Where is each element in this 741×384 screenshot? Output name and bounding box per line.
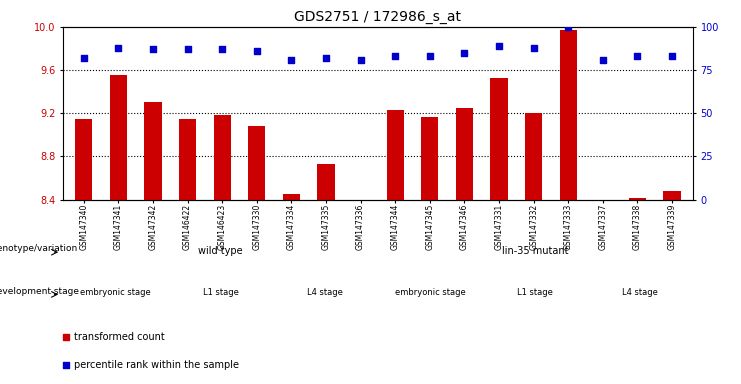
Bar	[629, 197, 646, 200]
Point	[285, 56, 297, 63]
Bar	[317, 164, 335, 200]
Text: development stage: development stage	[0, 287, 79, 296]
Point	[355, 56, 367, 63]
Point	[562, 24, 574, 30]
Bar	[387, 110, 404, 200]
Text: transformed count: transformed count	[74, 333, 165, 343]
Bar	[421, 116, 439, 200]
Bar	[525, 113, 542, 200]
Bar	[144, 103, 162, 200]
Point	[251, 48, 263, 54]
Text: embryonic stage: embryonic stage	[80, 288, 151, 297]
Point	[493, 43, 505, 49]
Point	[528, 45, 539, 51]
Text: wild type: wild type	[198, 245, 243, 256]
Text: embryonic stage: embryonic stage	[395, 288, 466, 297]
Bar	[456, 108, 473, 200]
Title: GDS2751 / 172986_s_at: GDS2751 / 172986_s_at	[294, 10, 462, 25]
Point	[78, 55, 90, 61]
Bar	[283, 194, 300, 200]
Text: L4 stage: L4 stage	[308, 288, 343, 297]
Bar	[110, 76, 127, 200]
Text: L4 stage: L4 stage	[622, 288, 658, 297]
Bar	[179, 119, 196, 200]
Bar	[491, 78, 508, 200]
Point	[631, 53, 643, 59]
Point	[243, 248, 255, 255]
Text: lin-35 mutant: lin-35 mutant	[502, 245, 568, 256]
Bar	[663, 191, 681, 200]
Text: L1 stage: L1 stage	[202, 288, 239, 297]
Bar	[559, 30, 577, 200]
Bar	[248, 126, 265, 200]
Text: percentile rank within the sample: percentile rank within the sample	[74, 360, 239, 370]
Point	[666, 53, 678, 59]
Bar	[213, 116, 231, 200]
Text: L1 stage: L1 stage	[517, 288, 554, 297]
Point	[113, 45, 124, 51]
Point	[216, 46, 228, 53]
Point	[424, 53, 436, 59]
Point	[389, 53, 401, 59]
Text: genotype/variation: genotype/variation	[0, 245, 78, 253]
Point	[147, 46, 159, 53]
Point	[597, 56, 609, 63]
Point	[320, 55, 332, 61]
Bar	[75, 119, 93, 200]
Point	[182, 46, 193, 53]
Point	[459, 50, 471, 56]
